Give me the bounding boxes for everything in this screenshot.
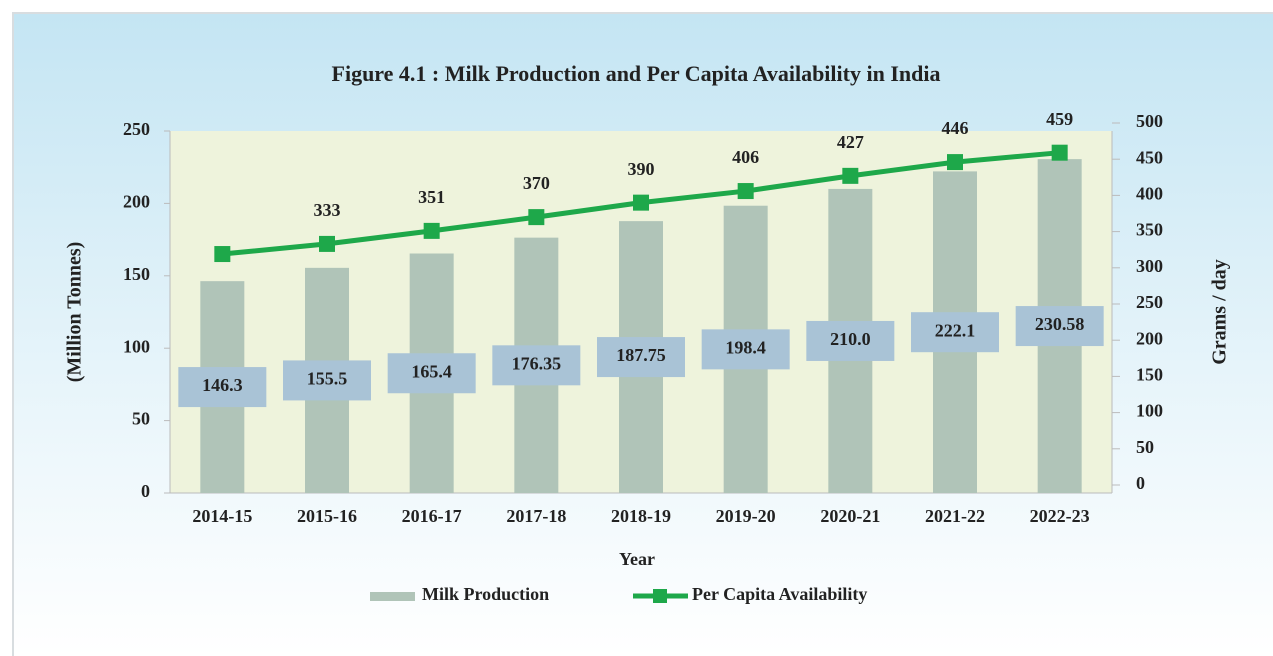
- line-marker: [319, 235, 335, 252]
- line-marker: [842, 167, 859, 184]
- line-marker: [1051, 144, 1068, 161]
- data-label: 210.0: [830, 329, 871, 349]
- y2-tick-label: 0: [1136, 473, 1145, 493]
- data-label: 176.35: [512, 353, 562, 373]
- data-label: 390: [628, 159, 655, 179]
- y2-tick-label: 50: [1136, 437, 1154, 457]
- data-label: 459: [1046, 109, 1073, 129]
- y2-tick-label: 150: [1136, 365, 1163, 385]
- line-marker: [528, 209, 545, 226]
- y-tick-label: 50: [132, 409, 150, 429]
- x-tick-label: 2015-16: [297, 506, 357, 526]
- y2-tick-label: 400: [1136, 184, 1163, 204]
- data-label-box: [597, 337, 685, 378]
- data-label-box: [387, 353, 476, 394]
- x-tick-label: 2014-15: [192, 506, 252, 526]
- x-tick-label: 2021-22: [925, 506, 985, 526]
- data-label-box: [1015, 306, 1104, 347]
- y2-tick-label: 500: [1136, 111, 1163, 131]
- data-label: 446: [942, 118, 969, 138]
- legend-swatch: [370, 592, 415, 601]
- legend-label: Per Capita Availability: [692, 584, 867, 604]
- y2-axis-label: Grams / day: [1209, 259, 1231, 365]
- data-label: 165.4: [411, 361, 452, 381]
- y-tick-label: 150: [123, 264, 150, 284]
- x-tick-label: 2022-23: [1030, 506, 1090, 526]
- data-label-box: [806, 320, 895, 361]
- chart-title: Figure 4.1 : Milk Production and Per Cap…: [332, 61, 941, 86]
- data-label: 370: [523, 173, 550, 193]
- data-label: 155.5: [307, 369, 348, 389]
- data-label: 427: [837, 132, 864, 152]
- data-label: 222.1: [935, 320, 976, 340]
- x-tick-label: 2020-21: [820, 506, 880, 526]
- y-axis-label: (Million Tonnes): [64, 242, 86, 383]
- line-marker: [423, 222, 440, 239]
- data-label-box: [911, 312, 999, 353]
- data-label: 146.3: [202, 375, 243, 395]
- y2-tick-label: 100: [1136, 401, 1163, 421]
- line-marker: [947, 154, 963, 171]
- data-label: 187.75: [616, 345, 666, 365]
- x-tick-label: 2018-19: [611, 506, 671, 526]
- y-tick-label: 100: [123, 336, 150, 356]
- line-marker: [737, 183, 754, 200]
- y-tick-label: 200: [123, 192, 150, 212]
- y2-tick-label: 250: [1136, 292, 1163, 312]
- y2-tick-label: 300: [1136, 256, 1163, 276]
- x-axis-label: Year: [619, 549, 655, 569]
- y2-tick-label: 350: [1136, 220, 1163, 240]
- x-tick-label: 2019-20: [716, 506, 776, 526]
- data-label: 351: [418, 187, 445, 207]
- data-label-box: [283, 360, 371, 401]
- legend-label: Milk Production: [422, 584, 549, 604]
- data-label-box: [492, 345, 581, 386]
- line-marker: [633, 194, 649, 211]
- y-tick-label: 0: [141, 481, 150, 501]
- data-label: 230.58: [1035, 314, 1085, 334]
- line-marker: [214, 246, 231, 263]
- data-label: 333: [314, 200, 341, 220]
- y-tick-label: 250: [123, 119, 150, 139]
- x-tick-label: 2016-17: [402, 506, 462, 526]
- y2-tick-label: 200: [1136, 328, 1163, 348]
- data-label-box: [178, 367, 267, 408]
- y2-tick-label: 450: [1136, 147, 1163, 167]
- data-label: 406: [732, 147, 759, 167]
- x-tick-label: 2017-18: [506, 506, 566, 526]
- data-label-box: [701, 329, 790, 370]
- legend-swatch: [653, 589, 667, 603]
- data-label: 198.4: [725, 337, 766, 357]
